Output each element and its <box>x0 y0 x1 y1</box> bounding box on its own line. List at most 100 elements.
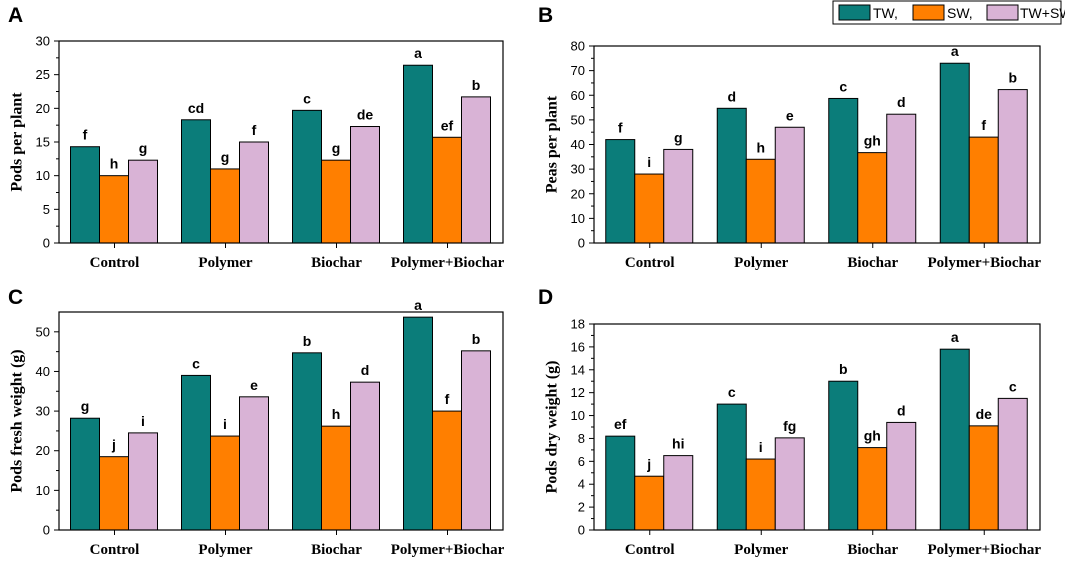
y-tick-label: 15 <box>36 135 50 150</box>
bar-polymer-2 <box>745 458 776 531</box>
y-tick-label: 0 <box>43 236 50 251</box>
significance-letter: i <box>141 413 145 429</box>
panel-letter: D <box>538 286 553 309</box>
significance-letter: c <box>1009 378 1017 394</box>
bar-polymer-1 <box>181 374 211 531</box>
significance-letter: e <box>250 377 258 393</box>
x-tick-label: Polymer <box>198 542 252 558</box>
y-axis-label: Peas per plant <box>544 95 561 193</box>
plot-frame <box>58 311 504 531</box>
bar-biochar-2 <box>321 425 351 531</box>
bar-biochar-3 <box>350 381 380 531</box>
y-tick-label: 30 <box>571 162 585 177</box>
legend-swatch-3 <box>986 4 1019 21</box>
significance-letter: gh <box>864 133 881 149</box>
legend-label-2: SW, <box>947 5 973 21</box>
significance-letter: a <box>951 329 959 345</box>
significance-letter: j <box>646 456 651 472</box>
y-tick-label: 0 <box>43 523 50 538</box>
significance-letter: g <box>139 140 148 156</box>
x-tick-label: Polymer+Biochar <box>391 542 505 558</box>
x-tick-label: Biochar <box>847 542 898 558</box>
y-tick-label: 10 <box>571 408 585 423</box>
plot-frame <box>593 45 1041 244</box>
legend-swatch-2 <box>912 4 945 21</box>
significance-letter: i <box>759 439 763 455</box>
y-tick-label: 10 <box>571 211 585 226</box>
bar-polymer-biochar-2 <box>968 136 999 244</box>
significance-letter: i <box>647 154 651 170</box>
x-tick-label: Biochar <box>847 255 898 271</box>
significance-letter: ef <box>441 117 454 133</box>
y-tick-label: 2 <box>578 500 585 515</box>
y-tick-label: 10 <box>36 168 50 183</box>
significance-letter: c <box>192 355 200 371</box>
bar-polymer-2 <box>210 435 240 531</box>
bar-biochar-1 <box>828 97 859 244</box>
bar-polymer-biochar-3 <box>997 397 1028 531</box>
bar-control-3 <box>128 432 158 531</box>
bar-biochar-3 <box>886 421 917 531</box>
y-tick-label: 18 <box>571 317 585 332</box>
significance-letter: a <box>414 297 422 313</box>
bar-control-1 <box>70 417 100 531</box>
significance-letter: b <box>472 331 481 347</box>
significance-letter: c <box>303 90 311 106</box>
y-tick-label: 16 <box>571 339 585 354</box>
y-tick-label: 60 <box>571 88 585 103</box>
bar-control-2 <box>99 456 129 531</box>
bar-biochar-1 <box>828 380 859 531</box>
chart-panel-b: B Peas per plant f i g Control d h e Polymer c gh d B… <box>538 4 1041 271</box>
y-tick-label: 6 <box>578 454 585 469</box>
significance-letter: e <box>786 107 794 123</box>
y-tick-label: 50 <box>36 324 50 339</box>
y-tick-label: 20 <box>571 186 585 201</box>
y-tick-label: 4 <box>578 477 585 492</box>
significance-letter: f <box>252 122 257 138</box>
y-tick-label: 70 <box>571 63 585 78</box>
bar-biochar-1 <box>292 352 322 531</box>
legend: TW, SW, TW+SW <box>832 0 1065 25</box>
bar-polymer-biochar-3 <box>461 350 491 531</box>
y-tick-label: 20 <box>36 101 50 116</box>
significance-letter: fg <box>783 418 796 434</box>
panel-letter: B <box>538 4 553 27</box>
y-tick-label: 10 <box>36 483 50 498</box>
significance-letter: d <box>897 94 906 110</box>
y-tick-label: 14 <box>571 362 585 377</box>
significance-letter: g <box>332 140 341 156</box>
bar-biochar-2 <box>321 159 351 244</box>
significance-letter: d <box>897 402 906 418</box>
y-axis-label: Pods fresh weight (g) <box>9 349 26 492</box>
bar-polymer-biochar-1 <box>403 64 433 244</box>
y-tick-label: 30 <box>36 34 50 49</box>
x-tick-label: Polymer+Biochar <box>927 255 1041 271</box>
significance-letter: hi <box>672 436 684 452</box>
x-tick-label: Polymer+Biochar <box>391 255 505 271</box>
x-tick-label: Polymer <box>734 542 788 558</box>
significance-letter: f <box>83 127 88 143</box>
significance-letter: h <box>756 139 765 155</box>
chart-panel-a: A Pods per plant f h g Control cd g f Polymer c g de… <box>8 4 505 271</box>
significance-letter: a <box>951 43 959 59</box>
bar-biochar-2 <box>857 152 888 244</box>
bar-control-2 <box>99 175 129 244</box>
x-tick-label: Biochar <box>311 542 362 558</box>
significance-letter: h <box>332 406 341 422</box>
bar-control-3 <box>663 148 694 244</box>
bar-polymer-biochar-2 <box>968 425 999 531</box>
significance-letter: c <box>728 384 736 400</box>
bar-polymer-3 <box>239 396 269 531</box>
y-tick-label: 0 <box>578 523 585 538</box>
significance-letter: f <box>618 120 623 136</box>
significance-letter: f <box>445 391 450 407</box>
x-tick-label: Control <box>90 255 140 271</box>
significance-letter: gh <box>864 428 881 444</box>
bar-polymer-biochar-2 <box>432 136 462 244</box>
y-tick-label: 50 <box>571 112 585 127</box>
x-tick-label: Control <box>625 542 675 558</box>
bar-polymer-1 <box>716 403 747 531</box>
bar-biochar-2 <box>857 447 888 531</box>
bar-polymer-3 <box>774 437 805 531</box>
bar-control-2 <box>634 173 665 244</box>
